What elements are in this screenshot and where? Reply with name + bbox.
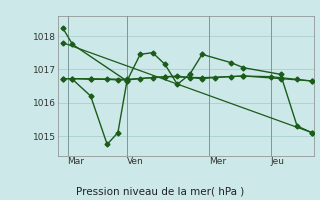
Text: Pression niveau de la mer( hPa ): Pression niveau de la mer( hPa ) [76, 186, 244, 196]
